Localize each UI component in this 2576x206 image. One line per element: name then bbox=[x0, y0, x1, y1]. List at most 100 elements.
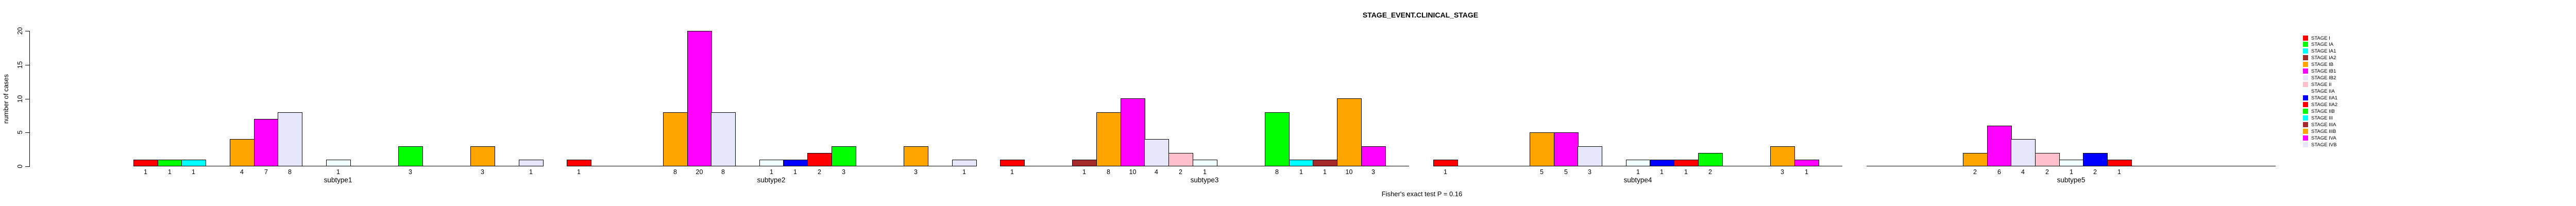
bar-subtype2-stage-iiib bbox=[904, 146, 928, 166]
bar-value-label: 4 bbox=[2021, 168, 2025, 176]
bar-value-label: 1 bbox=[1805, 168, 1808, 176]
legend-swatch bbox=[2303, 48, 2308, 54]
bar-subtype3-stage-iib bbox=[1265, 112, 1290, 166]
bar-subtype4-stage-iia bbox=[1626, 160, 1651, 166]
bar-subtype5-stage-ib2 bbox=[2011, 139, 2036, 166]
legend-swatch bbox=[2303, 62, 2308, 67]
bar-subtype3-stage-ib bbox=[1096, 112, 1121, 166]
bar-subtype1-stage-i bbox=[133, 160, 158, 166]
bar-value-label: 4 bbox=[1155, 168, 1158, 176]
y-axis-line bbox=[29, 31, 30, 167]
legend-swatch bbox=[2303, 142, 2308, 147]
legend-item-stage-iiia: STAGE IIIA bbox=[2303, 122, 2336, 128]
bar-value-label: 1 bbox=[770, 168, 773, 176]
bar-value-label: 1 bbox=[2070, 168, 2073, 176]
bar-value-label: 1 bbox=[2117, 168, 2121, 176]
bar-subtype2-stage-i bbox=[567, 160, 591, 166]
bar-value-label: 2 bbox=[1973, 168, 1977, 176]
bar-value-label: 1 bbox=[1203, 168, 1207, 176]
bar-subtype2-stage-ib2 bbox=[711, 112, 736, 166]
bar-subtype4-stage-iib bbox=[1698, 153, 1723, 166]
bar-subtype5-stage-ii bbox=[2035, 153, 2060, 166]
bar-value-label: 1 bbox=[1660, 168, 1664, 176]
legend-item-stage-ib2: STAGE IB2 bbox=[2303, 75, 2336, 81]
bar-value-label: 8 bbox=[288, 168, 292, 176]
bar-value-label: 3 bbox=[1371, 168, 1375, 176]
legend-label: STAGE IIIB bbox=[2311, 128, 2336, 134]
legend-item-stage-iia: STAGE IIA bbox=[2303, 88, 2335, 94]
bar-subtype4-stage-ib2 bbox=[1578, 146, 1602, 166]
bar-subtype2-stage-ivb bbox=[952, 160, 977, 166]
bar-value-label: 3 bbox=[914, 168, 918, 176]
legend-label: STAGE II bbox=[2311, 81, 2332, 88]
bar-subtype1-stage-ib bbox=[230, 139, 255, 166]
bar-subtype1-stage-ia1 bbox=[181, 160, 206, 166]
y-tick-label: 10 bbox=[16, 95, 24, 103]
bar-subtype2-stage-ib1 bbox=[687, 31, 712, 166]
bar-subtype4-stage-iva bbox=[1794, 160, 1819, 166]
bar-value-label: 8 bbox=[721, 168, 725, 176]
legend-label: STAGE IIA bbox=[2311, 88, 2335, 94]
y-tick-mark bbox=[25, 166, 29, 167]
bar-value-label: 1 bbox=[577, 168, 581, 176]
bar-subtype3-stage-ia2 bbox=[1072, 160, 1097, 166]
bar-value-label: 3 bbox=[1781, 168, 1784, 176]
bar-value-label: 4 bbox=[240, 168, 244, 176]
bar-subtype2-stage-iia1 bbox=[783, 160, 808, 166]
bar-value-label: 2 bbox=[2093, 168, 2097, 176]
bar-value-label: 1 bbox=[168, 168, 172, 176]
bar-subtype4-stage-iia1 bbox=[1650, 160, 1674, 166]
legend-item-stage-iva: STAGE IVA bbox=[2303, 135, 2336, 141]
bar-subtype2-stage-iia2 bbox=[807, 153, 832, 166]
bar-value-label: 10 bbox=[1345, 168, 1353, 176]
legend-label: STAGE IB2 bbox=[2311, 75, 2336, 81]
legend-label: STAGE IB bbox=[2311, 61, 2334, 67]
bar-subtype5-stage-ib bbox=[1963, 153, 1988, 166]
bar-subtype5-stage-iia1 bbox=[2083, 153, 2108, 166]
bar-value-label: 1 bbox=[1444, 168, 1447, 176]
legend-swatch bbox=[2303, 109, 2308, 114]
legend-item-stage-iia2: STAGE IIA2 bbox=[2303, 101, 2337, 108]
legend-swatch bbox=[2303, 95, 2308, 100]
legend-label: STAGE IA bbox=[2311, 41, 2334, 47]
bar-subtype3-stage-iii bbox=[1289, 160, 1314, 166]
legend-swatch bbox=[2303, 129, 2308, 134]
legend-item-stage-ivb: STAGE IVB bbox=[2303, 142, 2336, 148]
legend-label: STAGE IVB bbox=[2311, 142, 2337, 148]
legend-label: STAGE IIA1 bbox=[2311, 95, 2338, 101]
bar-subtype3-stage-ib2 bbox=[1144, 139, 1169, 166]
bar-value-label: 1 bbox=[192, 168, 195, 176]
bar-value-label: 20 bbox=[696, 168, 703, 176]
bar-subtype1-stage-ivb bbox=[519, 160, 544, 166]
legend-swatch bbox=[2303, 135, 2308, 141]
legend-item-stage-ii: STAGE II bbox=[2303, 81, 2331, 88]
legend-swatch bbox=[2303, 55, 2308, 60]
legend-item-stage-iii: STAGE III bbox=[2303, 115, 2333, 121]
legend-swatch bbox=[2303, 82, 2308, 87]
y-tick-label: 5 bbox=[16, 130, 24, 134]
legend-swatch bbox=[2303, 89, 2308, 94]
bar-subtype1-stage-ib2 bbox=[278, 112, 302, 166]
legend-swatch bbox=[2303, 75, 2308, 80]
bar-value-label: 1 bbox=[1299, 168, 1303, 176]
y-tick-mark bbox=[25, 132, 29, 133]
legend-item-stage-iib: STAGE IIB bbox=[2303, 108, 2335, 114]
legend-label: STAGE IA2 bbox=[2311, 55, 2336, 61]
y-tick-label: 20 bbox=[16, 27, 24, 35]
legend-swatch bbox=[2303, 102, 2308, 107]
bar-value-label: 3 bbox=[481, 168, 484, 176]
bar-subtype3-stage-ib1 bbox=[1121, 98, 1145, 166]
caption: Fisher's exact test P = 0.16 bbox=[1381, 190, 1463, 198]
bar-value-label: 6 bbox=[1997, 168, 2001, 176]
bar-subtype3-stage-iiib bbox=[1337, 98, 1362, 166]
bar-subtype3-stage-iva bbox=[1361, 146, 1386, 166]
bar-subtype1-stage-iib bbox=[398, 146, 423, 166]
bar-subtype1-stage-ia bbox=[158, 160, 182, 166]
bar-value-label: 1 bbox=[962, 168, 966, 176]
bar-subtype3-stage-i bbox=[1000, 160, 1025, 166]
bar-subtype3-stage-ii bbox=[1168, 153, 1193, 166]
bar-value-label: 2 bbox=[2045, 168, 2049, 176]
group-label-subtype1: subtype1 bbox=[324, 176, 352, 184]
bar-value-label: 1 bbox=[529, 168, 533, 176]
